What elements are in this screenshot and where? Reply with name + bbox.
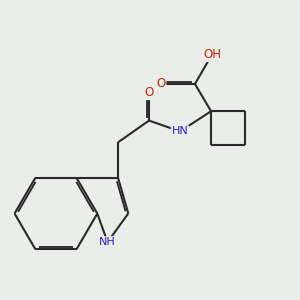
Text: NH: NH (99, 237, 116, 247)
Text: OH: OH (204, 48, 222, 61)
Text: O: O (144, 86, 154, 99)
Text: HN: HN (172, 126, 188, 136)
Text: O: O (156, 77, 166, 91)
